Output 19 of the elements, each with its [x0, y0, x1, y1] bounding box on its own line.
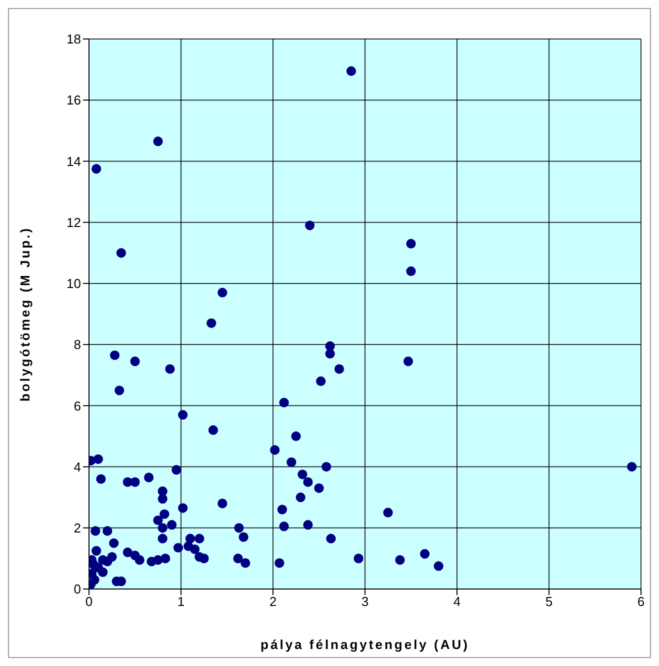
- y-tick-label: 2: [74, 520, 81, 536]
- x-tick-label: 3: [361, 594, 369, 610]
- y-tick-label: 16: [66, 92, 81, 108]
- y-tick-label: 4: [74, 459, 81, 474]
- y-axis-title: bolygótömeg (M Jup.): [18, 226, 33, 402]
- y-tick-label: 18: [66, 32, 81, 47]
- x-axis-title: pálya félnagytengely (AU): [260, 637, 470, 652]
- y-tick-label: 10: [66, 276, 81, 292]
- y-tick-label: 14: [66, 154, 81, 169]
- y-tick-label: 6: [74, 398, 81, 414]
- x-tick-label: 4: [453, 594, 461, 610]
- x-tick-label: 1: [177, 594, 185, 610]
- x-tick-label: 2: [269, 594, 277, 610]
- x-tick-label: 5: [545, 594, 553, 610]
- x-tick-label: 0: [85, 594, 93, 610]
- y-tick-label: 0: [74, 582, 81, 597]
- x-tick-label: 6: [637, 594, 645, 610]
- y-tick-label: 12: [66, 214, 81, 230]
- y-tick-label: 8: [74, 337, 81, 352]
